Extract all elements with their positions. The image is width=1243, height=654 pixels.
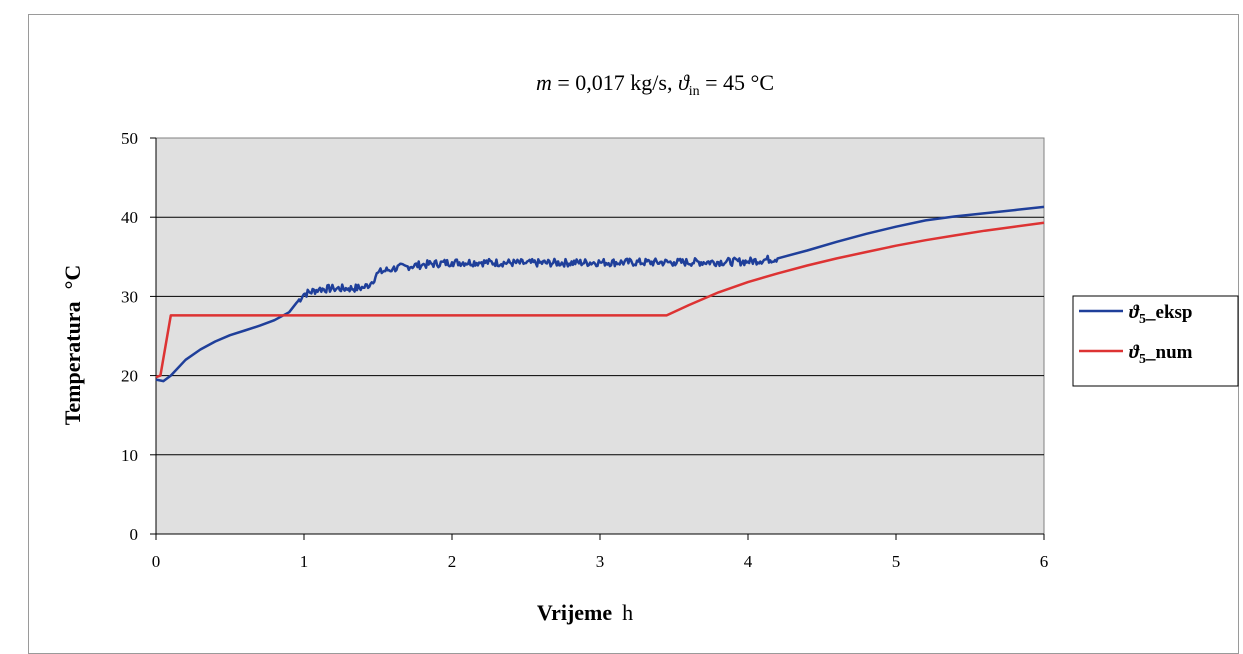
title-m-symbol: m [536, 70, 552, 95]
x-tick-label: 4 [744, 552, 753, 571]
series-line-num [155, 221, 1045, 379]
legend-label-eksp: ϑ5_eksp [1129, 302, 1193, 327]
x-axis-unit: h [622, 600, 633, 625]
x-tick-labels: 0 1 2 3 4 5 6 [152, 552, 1049, 571]
legend: ϑ5_eksp ϑ5_num [1072, 295, 1239, 387]
title-m-value: = 0,017 kg/s, [552, 70, 678, 95]
chart-title: m = 0,017 kg/s, ϑin = 45 °C [536, 70, 774, 99]
legend-eksp-symbol: ϑ [1129, 302, 1140, 323]
x-axis-title: Vrijeme h [537, 600, 633, 625]
grid-lines [156, 216, 1044, 456]
x-tick-label: 5 [892, 552, 901, 571]
y-axis-name: Temperatura [60, 301, 85, 425]
y-tick-label: 40 [121, 208, 138, 227]
y-axis-unit: °C [60, 265, 85, 290]
y-tick-label: 10 [121, 446, 138, 465]
x-tick-label: 2 [448, 552, 457, 571]
legend-num-symbol: ϑ [1129, 342, 1140, 363]
legend-num-text: _num [1145, 342, 1193, 363]
y-tick-labels: 0 10 20 30 40 50 [121, 129, 138, 544]
x-tick-label: 0 [152, 552, 161, 571]
x-axis-name: Vrijeme [537, 600, 613, 625]
axes [150, 137, 1045, 540]
plot-area [155, 137, 1045, 535]
legend-label-num: ϑ5_num [1129, 342, 1193, 367]
legend-num-subscript: 5 [1139, 352, 1146, 367]
title-theta-symbol: ϑ [678, 70, 690, 95]
y-axis-title: Temperatura °C [60, 265, 85, 426]
series-line-eksp [155, 205, 1045, 383]
series-lines [155, 205, 1045, 383]
y-tick-label: 20 [121, 367, 138, 386]
y-tick-label: 0 [130, 525, 139, 544]
legend-eksp-text: _eksp [1145, 302, 1192, 323]
y-tick-label: 30 [121, 287, 138, 306]
x-tick-label: 1 [300, 552, 309, 571]
x-tick-label: 3 [596, 552, 605, 571]
title-theta-subscript: in [689, 84, 700, 99]
title-theta-value: = 45 °C [700, 70, 774, 95]
y-tick-label: 50 [121, 129, 138, 148]
x-tick-label: 6 [1040, 552, 1049, 571]
legend-eksp-subscript: 5 [1139, 312, 1146, 327]
